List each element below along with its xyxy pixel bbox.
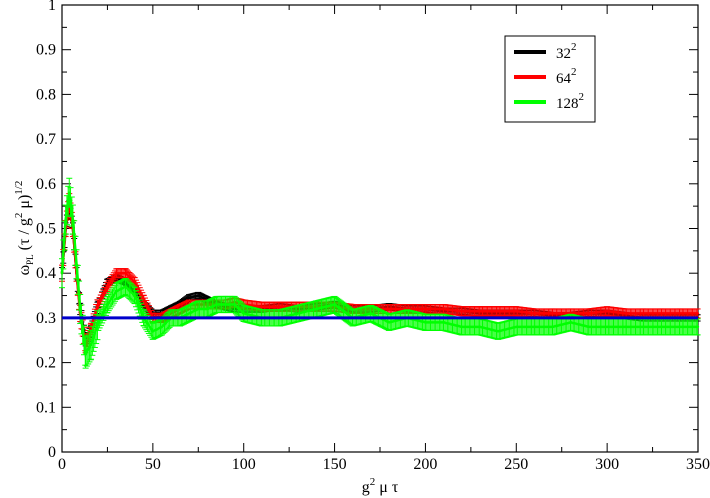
x-tick-label: 100 (232, 456, 256, 473)
x-tick-label: 0 (58, 456, 66, 473)
tick-labels: 0 50 100 150 200 250 300 350 0 0.1 0.2 0.3 0.4 0.5 0.6… (36, 0, 710, 473)
data-point (478, 309, 482, 313)
y-tick-label: 0.9 (36, 42, 56, 59)
data-point (696, 312, 700, 315)
data-point (97, 303, 100, 306)
data-point (642, 312, 645, 315)
x-tick-label: 50 (145, 456, 161, 473)
y-tick-label: 0.6 (36, 176, 56, 193)
x-tick-label: 300 (595, 456, 619, 473)
y-tick-label: 0.1 (36, 399, 56, 416)
data-point (660, 312, 663, 315)
y-tick-label: 1 (48, 0, 56, 14)
y-tick-label: 0.8 (36, 86, 56, 103)
y-tick-label: 0.3 (36, 310, 56, 327)
data-point (496, 309, 500, 313)
data-point (124, 272, 127, 275)
data-point (551, 312, 554, 315)
data-point (533, 312, 536, 315)
data-point (515, 309, 518, 313)
data-point (188, 296, 191, 299)
data-point (605, 309, 609, 313)
y-tick-label: 0.7 (36, 131, 56, 148)
data-point (115, 272, 118, 275)
data-point (624, 312, 627, 315)
plot-frame (61, 4, 699, 453)
y-tick-label: 0 (48, 444, 56, 461)
data-point (260, 305, 264, 308)
x-tick-label: 250 (504, 456, 528, 473)
x-tick-label: 350 (686, 456, 710, 473)
data-point (142, 298, 145, 302)
series-line (60, 201, 698, 350)
data-point (424, 307, 427, 311)
data-point (133, 280, 136, 284)
data-point (587, 312, 591, 315)
data-point (197, 294, 200, 297)
data-point (678, 312, 682, 315)
y-tick-label: 0.4 (36, 265, 56, 282)
y-tick-label: 0.5 (36, 221, 56, 238)
data-point (442, 307, 445, 311)
data-point (460, 309, 463, 313)
data-point (278, 305, 282, 308)
x-tick-label: 200 (413, 456, 437, 473)
data-point (106, 285, 109, 288)
data-point (387, 307, 391, 311)
x-tick-label: 150 (323, 456, 347, 473)
y-tick-label: 0.2 (36, 355, 56, 372)
